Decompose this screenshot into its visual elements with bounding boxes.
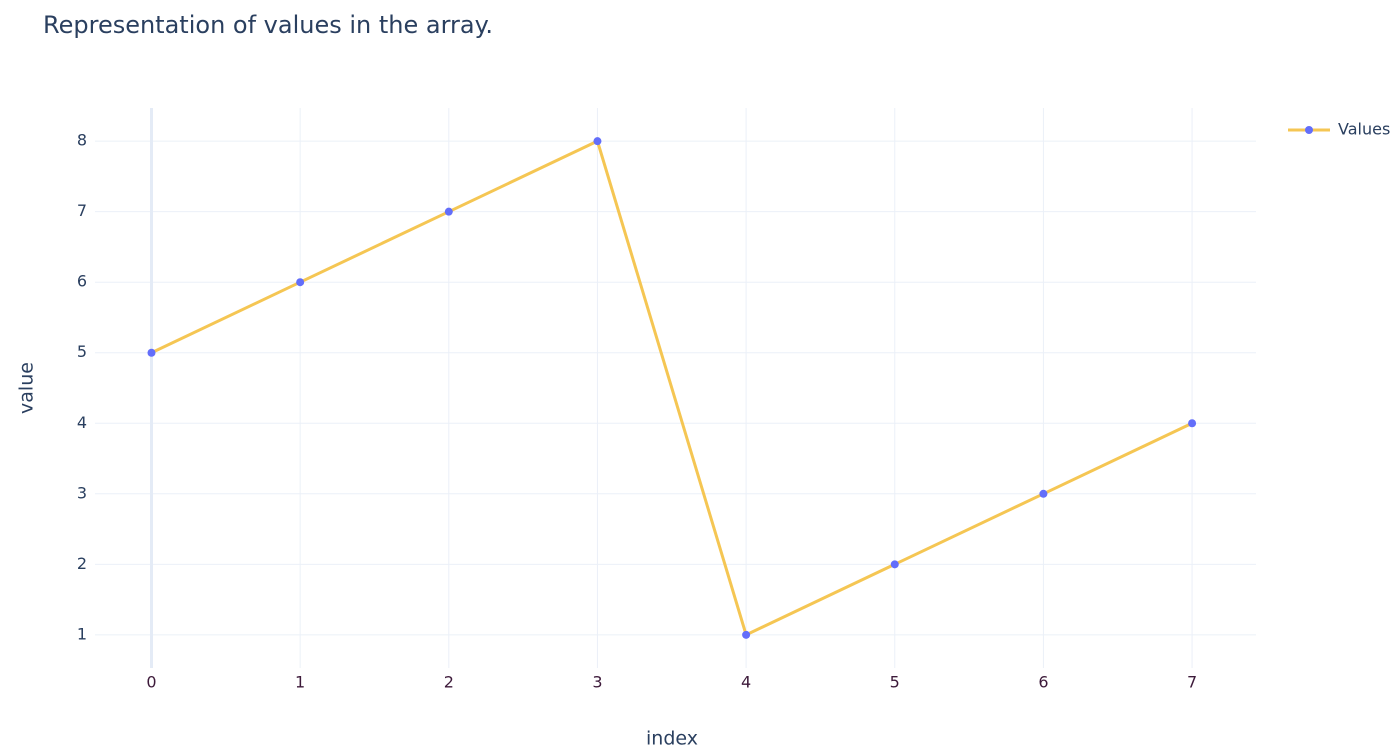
y-tick-label: 6 [77,272,87,291]
data-point [890,560,899,569]
x-tick-label: 2 [444,673,454,692]
y-tick-label: 1 [77,624,87,643]
x-tick-label: 5 [890,673,900,692]
data-point [1039,489,1048,498]
y-tick-label: 3 [77,483,87,502]
x-tick-label: 4 [741,673,751,692]
y-tick-label: 8 [77,131,87,150]
data-point [296,278,305,287]
x-tick-label: 0 [146,673,156,692]
y-tick-label: 2 [77,554,87,573]
x-axis-title: index [646,728,698,750]
x-tick-label: 1 [295,673,305,692]
data-point [444,207,453,216]
x-tick-label: 7 [1187,673,1197,692]
y-tick-label: 7 [77,201,87,220]
data-point [147,348,156,357]
legend-label: Values [1338,120,1390,139]
series-line [150,139,1193,637]
data-point [742,630,751,639]
x-tick-label: 6 [1038,673,1048,692]
y-tick-label: 5 [77,342,87,361]
legend-marker [1305,126,1313,134]
data-point [1188,419,1197,428]
data-point [593,137,602,146]
chart-title: Representation of values in the array. [43,11,493,39]
y-axis-title: value [16,362,38,414]
x-tick-label: 3 [592,673,602,692]
y-tick-label: 4 [77,413,87,432]
